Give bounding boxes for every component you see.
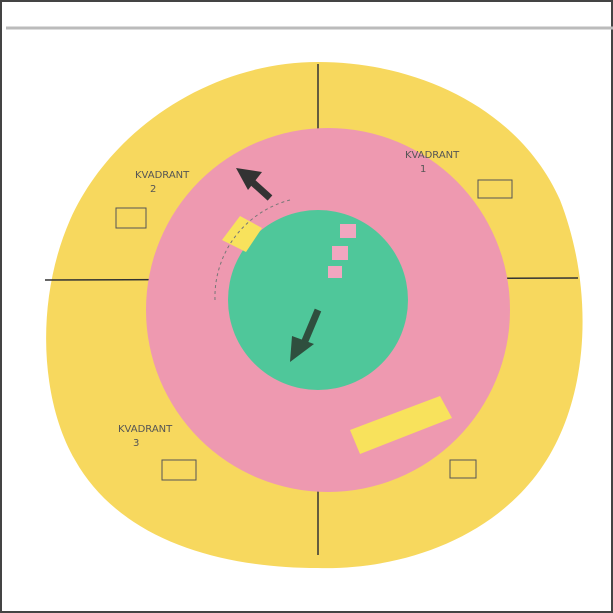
green-core	[228, 210, 408, 390]
label-number: 3	[133, 438, 139, 449]
label-number: 1	[420, 164, 426, 175]
label-text: KVADRANT	[405, 150, 460, 161]
arrow	[290, 308, 322, 362]
label-text: KVADRANT	[118, 424, 173, 435]
orbit-mark	[214, 199, 291, 301]
patch	[328, 266, 342, 278]
label-text: KVADRANT	[135, 170, 190, 181]
arrow	[236, 168, 273, 201]
label: KVADRANT 3	[118, 424, 173, 449]
yellow-tab	[350, 396, 452, 454]
yellow-tab	[222, 216, 262, 252]
patch	[332, 246, 348, 260]
label-number: 2	[150, 184, 156, 195]
label: KVADRANT 1	[405, 150, 460, 175]
box	[115, 207, 147, 229]
box	[161, 459, 197, 481]
box	[449, 459, 477, 479]
box	[477, 179, 513, 199]
patch	[340, 224, 356, 238]
label: KVADRANT 2	[135, 170, 190, 195]
